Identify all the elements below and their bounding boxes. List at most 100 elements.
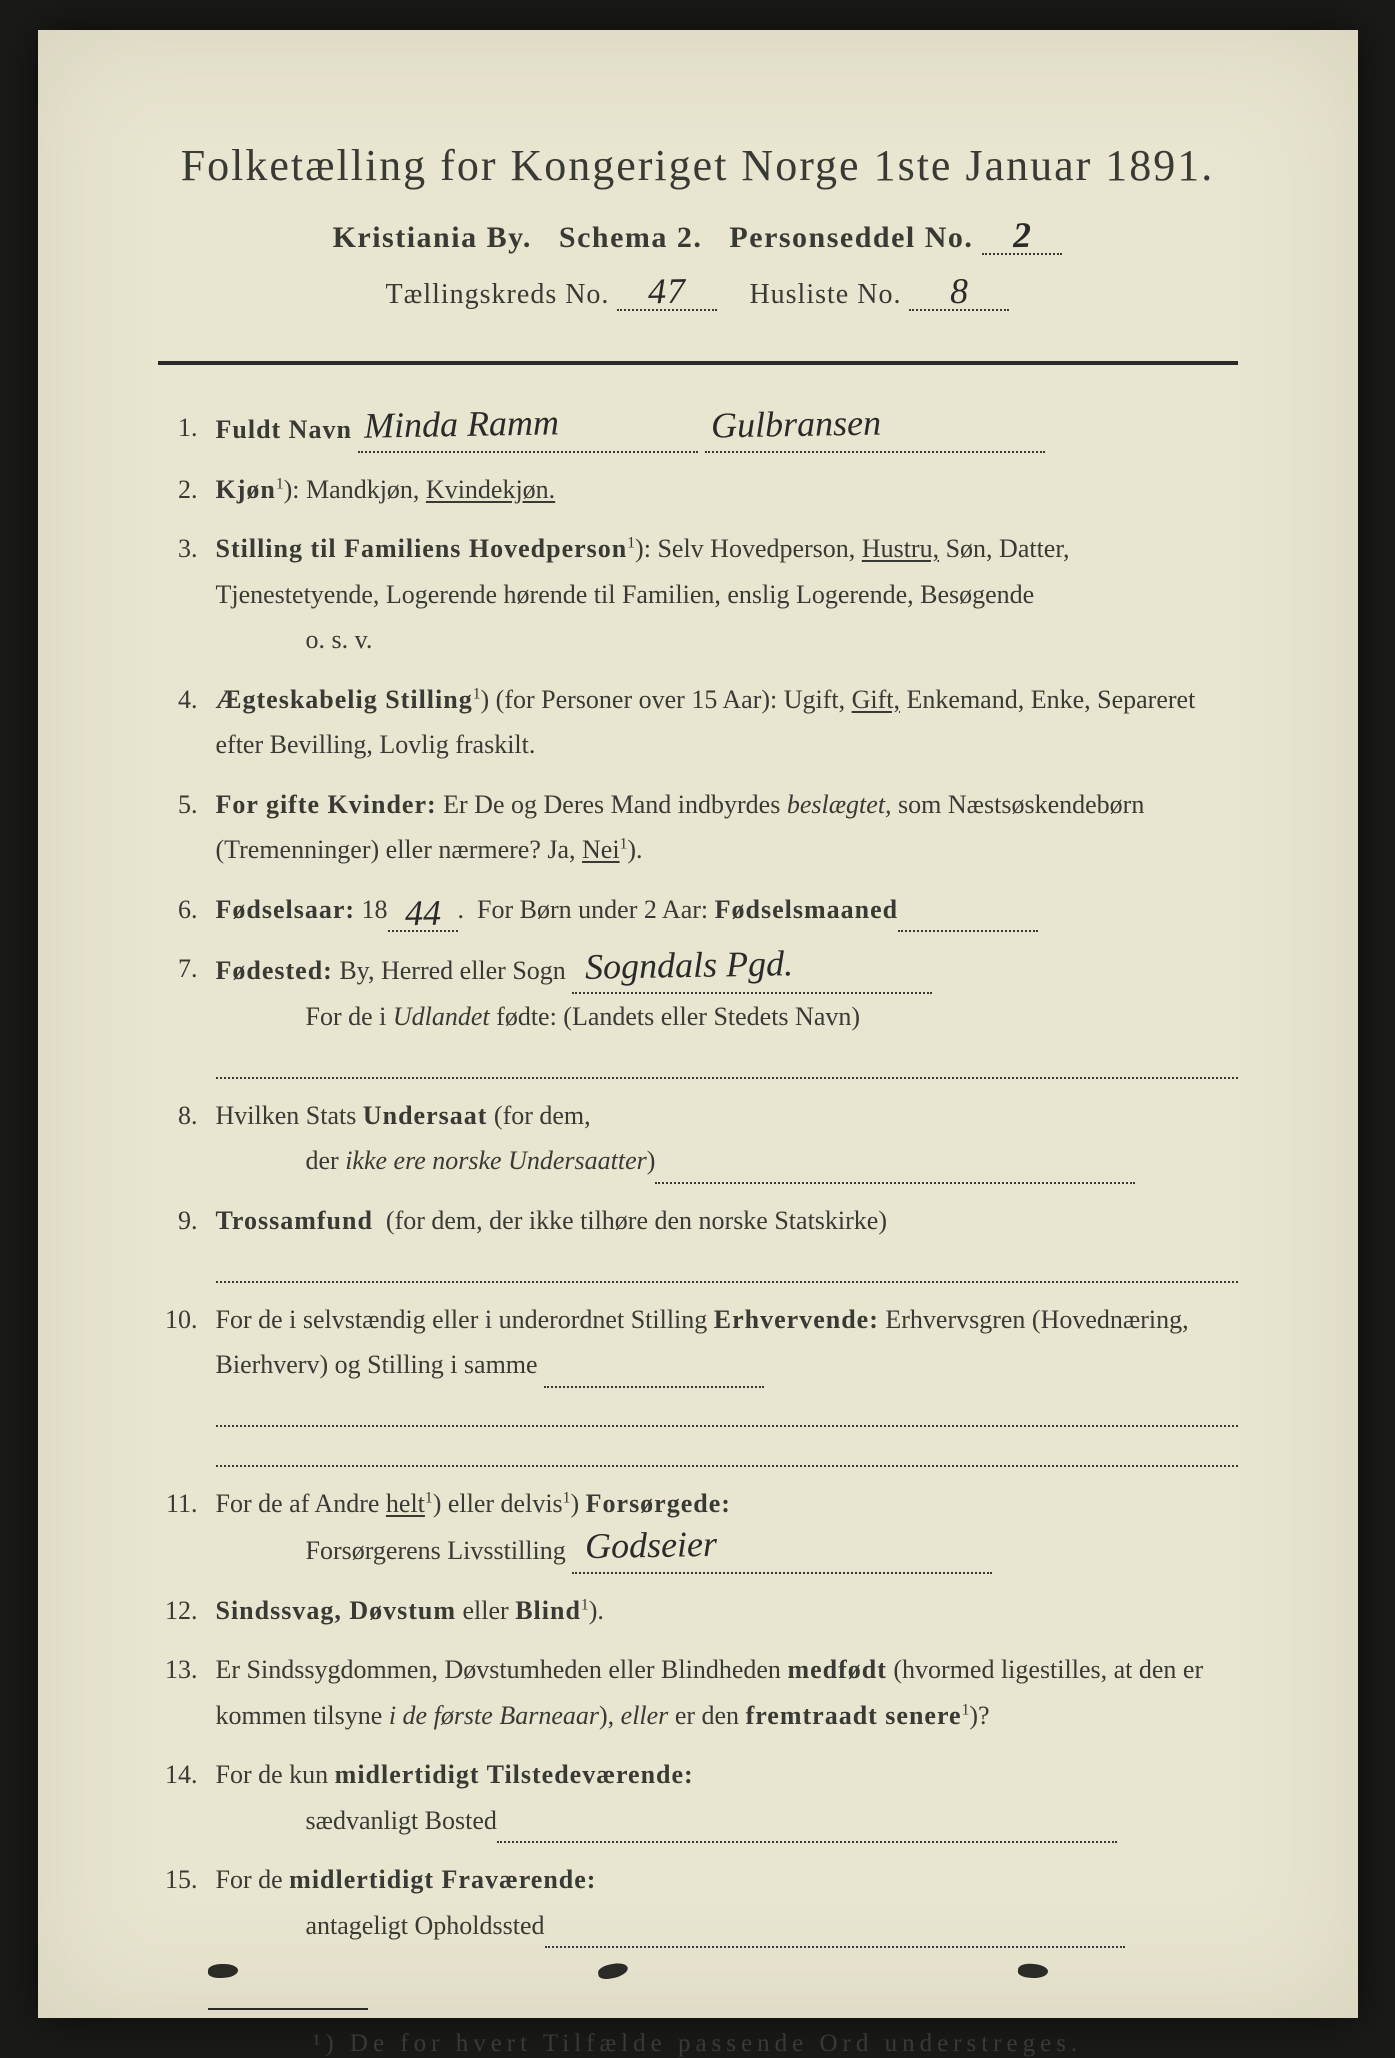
field-num: 11. <box>158 1481 216 1574</box>
field-italic: beslægtet, <box>787 790 892 819</box>
field-text: (for dem, <box>494 1101 591 1130</box>
field-body: Trossamfund (for dem, der ikke tilhøre d… <box>216 1198 1238 1244</box>
schema-label: Schema 2. <box>559 221 703 254</box>
field-body: For de kun midlertidigt Tilstedeværende:… <box>216 1752 1238 1843</box>
field-label: Ægteskabelig Stilling <box>216 685 473 714</box>
personseddel-no-field: 2 <box>982 221 1062 255</box>
birthplace-value: Sogndals Pgd. <box>579 949 799 982</box>
field-underlined: Hustru, <box>862 534 939 563</box>
field-4: 4. Ægteskabelig Stilling1) (for Personer… <box>158 677 1238 768</box>
husliste-no-field: 8 <box>909 277 1009 311</box>
husliste-label: Husliste No. <box>749 279 901 310</box>
name-last-field: Gulbransen <box>705 405 1045 453</box>
field-text: fødte: (Landets eller Stedets Navn) <box>496 1002 860 1031</box>
census-form-page: Folketælling for Kongeriget Norge 1ste J… <box>38 30 1358 2018</box>
name-first-value: Minda Ramm <box>358 408 565 440</box>
field-num: 15. <box>158 1857 216 1948</box>
header-rule <box>158 361 1238 365</box>
field-body: Ægteskabelig Stilling1) (for Personer ov… <box>216 677 1238 768</box>
husliste-no-value: 8 <box>944 277 975 306</box>
field-3: 3. Stilling til Familiens Hovedperson1):… <box>158 526 1238 663</box>
dotted-line-full <box>216 1402 1238 1428</box>
field-11: 11. For de af Andre helt1) eller delvis1… <box>158 1481 1238 1574</box>
field-num: 6. <box>158 887 216 933</box>
birthplace-field: Sogndals Pgd. <box>572 946 932 994</box>
field-label: Forsørgede: <box>586 1489 731 1518</box>
field-num: 4. <box>158 677 216 768</box>
field-num: 7. <box>158 946 216 1039</box>
field-5: 5. For gifte Kvinder: Er De og Deres Man… <box>158 782 1238 873</box>
field-label: Stilling til Familiens Hovedperson <box>216 534 628 563</box>
field-text: For Børn under 2 Aar: <box>477 895 708 924</box>
field-underlined: Gift, <box>852 685 900 714</box>
field-num: 10. <box>158 1297 216 1388</box>
field-label: Fødested: <box>216 956 333 985</box>
field-underlined: helt <box>386 1489 425 1518</box>
field-14: 14. For de kun midlertidigt Tilstedevære… <box>158 1752 1238 1843</box>
field-indent: der ikke ere norske Undersaatter) <box>216 1138 1238 1184</box>
field-text: For de kun <box>216 1760 329 1789</box>
field-text: (for Personer over 15 Aar): <box>496 685 778 714</box>
field-label: Fødselsaar: <box>216 895 356 924</box>
field-italic: i de første Barneaar <box>389 1701 599 1730</box>
field-num: 2. <box>158 467 216 513</box>
field-indent: Forsørgerens Livsstilling Godseier <box>216 1526 1238 1574</box>
field-text: Er De og Deres Mand indbyrdes <box>443 790 780 819</box>
footnote-rule <box>208 2008 368 2010</box>
personseddel-label: Personseddel No. <box>729 221 973 254</box>
field-label: midlertidigt Fraværende: <box>289 1865 596 1894</box>
field-text: By, Herred eller Sogn <box>339 956 565 985</box>
field-num: 3. <box>158 526 216 663</box>
field-text: eller delvis <box>448 1489 563 1518</box>
field-list-4: 11. For de af Andre helt1) eller delvis1… <box>158 1481 1238 1949</box>
provider-field: Godseier <box>572 1526 992 1574</box>
field-text: Selv Hovedperson, <box>657 534 855 563</box>
field-text: For de i <box>306 1002 387 1031</box>
field-underlined: Kvindekjøn. <box>426 475 555 504</box>
paper-tear-icon <box>597 1962 629 1981</box>
field-2: 2. Kjøn1): Mandkjøn, Kvindekjøn. <box>158 467 1238 513</box>
field-label: medfødt <box>787 1655 886 1684</box>
footnote-text: De for hvert Tilfælde passende Ord under… <box>350 2030 1082 2057</box>
field-body: Fødselsaar: 1844. For Børn under 2 Aar: … <box>216 887 1238 933</box>
subtitle-line-2: Tællingskreds No. 47 Husliste No. 8 <box>158 277 1238 311</box>
field-text: ), <box>599 1701 614 1730</box>
field-9: 9. Trossamfund (for dem, der ikke tilhør… <box>158 1198 1238 1244</box>
field-label: Kjøn <box>216 475 276 504</box>
name-last-value: Gulbransen <box>705 408 887 440</box>
field-body: Fødested: By, Herred eller Sogn Sogndals… <box>216 946 1238 1039</box>
field-num: 9. <box>158 1198 216 1244</box>
nationality-field <box>655 1182 1135 1184</box>
field-body: Fuldt Navn Minda Ramm Gulbransen <box>216 405 1238 453</box>
field-text: Mandkjøn, <box>306 475 419 504</box>
field-body: For de midlertidigt Fraværende: antageli… <box>216 1857 1238 1948</box>
field-text: ) <box>647 1146 656 1175</box>
subtitle-line-1: Kristiania By. Schema 2. Personseddel No… <box>158 221 1238 255</box>
field-label: Fødselsmaaned <box>715 895 898 924</box>
field-8: 8. Hvilken Stats Undersaat (for dem, der… <box>158 1093 1238 1184</box>
field-num: 8. <box>158 1093 216 1184</box>
field-text: ? <box>978 1701 990 1730</box>
field-15: 15. For de midlertidigt Fraværende: anta… <box>158 1857 1238 1948</box>
field-10: 10. For de i selvstændig eller i underor… <box>158 1297 1238 1388</box>
field-indent: sædvanligt Bosted <box>216 1798 1238 1844</box>
field-num: 1. <box>158 405 216 453</box>
field-body: Stilling til Familiens Hovedperson1): Se… <box>216 526 1238 663</box>
field-indent: For de i Udlandet fødte: (Landets eller … <box>216 994 1238 1040</box>
field-text: Ugift, <box>784 685 845 714</box>
field-13: 13. Er Sindssygdommen, Døvstumheden elle… <box>158 1647 1238 1738</box>
city-label: Kristiania By. <box>333 221 532 254</box>
field-text: Hvilken Stats <box>216 1101 357 1130</box>
field-body: For gifte Kvinder: Er De og Deres Mand i… <box>216 782 1238 873</box>
field-list-2: 8. Hvilken Stats Undersaat (for dem, der… <box>158 1093 1238 1244</box>
field-body: For de af Andre helt1) eller delvis1) Fo… <box>216 1481 1238 1574</box>
paper-tear-icon <box>1017 1963 1048 1980</box>
field-7: 7. Fødested: By, Herred eller Sogn Sognd… <box>158 946 1238 1039</box>
personseddel-no-value: 2 <box>1006 221 1038 250</box>
field-num: 5. <box>158 782 216 873</box>
field-text: (for dem, der ikke tilhøre den norske St… <box>386 1206 887 1235</box>
field-list-3: 10. For de i selvstændig eller i underor… <box>158 1297 1238 1388</box>
field-text: eller <box>463 1596 509 1625</box>
provider-value: Godseier <box>579 1530 723 1561</box>
name-first-field: Minda Ramm <box>358 405 698 453</box>
